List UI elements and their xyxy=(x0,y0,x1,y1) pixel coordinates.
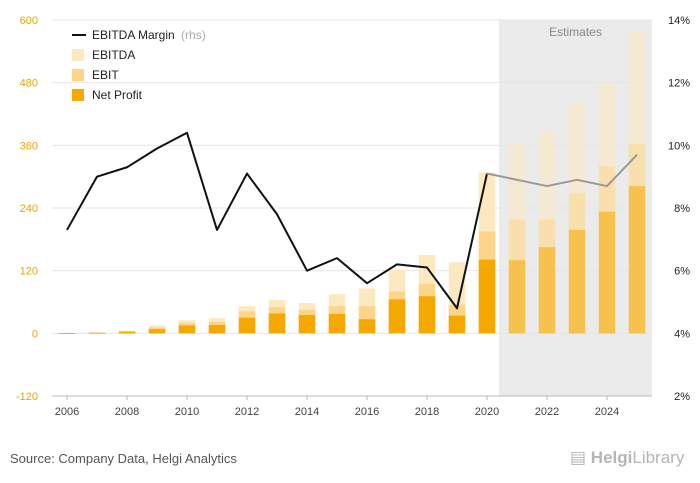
y-right-tick-label: 4% xyxy=(674,328,690,340)
x-tick-label: 2018 xyxy=(415,406,439,418)
legend-label-ebitda-margin: EBITDA Margin (rhs) xyxy=(92,28,206,42)
bar-net-profit xyxy=(538,247,556,334)
x-tick-label: 2020 xyxy=(475,406,499,418)
y-left-tick-label: 600 xyxy=(20,15,38,27)
y-left-tick-label: 0 xyxy=(32,328,38,340)
legend: EBITDA Margin (rhs) EBITDA EBIT Net Prof… xyxy=(72,28,206,102)
logo-mark-icon: ▤ xyxy=(570,448,591,467)
y-right-tick-label: 8% xyxy=(674,203,690,215)
bar-net-profit xyxy=(118,331,136,334)
bar-net-profit xyxy=(238,317,256,334)
legend-swatch-net-profit xyxy=(72,89,84,101)
bar-net-profit xyxy=(268,313,286,334)
x-tick-label: 2022 xyxy=(535,406,559,418)
x-tick-label: 2016 xyxy=(355,406,379,418)
line-ebitda-margin xyxy=(66,131,488,310)
legend-label-ebit: EBIT xyxy=(92,68,119,82)
y-right-tick-label: 2% xyxy=(674,391,690,403)
line-series xyxy=(66,131,638,310)
bar-net-profit xyxy=(298,315,316,334)
x-axis: 2006 2008 2010 2012 2014 2016 2018 2020 2022 2024 xyxy=(52,395,652,418)
y-right-tick-label: 10% xyxy=(668,140,690,152)
bar-net-profit xyxy=(328,314,346,334)
bar-net-profit xyxy=(148,329,166,334)
y-right-tick-label: 12% xyxy=(668,78,690,90)
bar-net-profit xyxy=(178,325,196,334)
legend-swatch-ebit xyxy=(72,69,84,81)
bar-net-profit xyxy=(568,229,586,334)
bar-net-profit xyxy=(418,296,436,334)
bar-net-profit xyxy=(88,332,106,334)
y-left-tick-label: 240 xyxy=(20,203,38,215)
bar-net-profit xyxy=(508,260,526,334)
legend-label-net-profit: Net Profit xyxy=(92,88,143,102)
x-tick-label: 2014 xyxy=(295,406,319,418)
bar-net-profit xyxy=(358,319,376,334)
bar-net-profit xyxy=(478,259,496,334)
x-tick-label: 2008 xyxy=(115,406,139,418)
y-left-tick-label: 480 xyxy=(20,78,38,90)
bar-net-profit xyxy=(388,299,406,334)
y-left-tick-label: 120 xyxy=(20,266,38,278)
x-tick-label: 2012 xyxy=(235,406,259,418)
bar-net-profit xyxy=(448,315,466,334)
x-tick-label: 2010 xyxy=(175,406,199,418)
x-tick-label: 2006 xyxy=(55,406,79,418)
estimates-label: Estimates xyxy=(549,25,602,39)
bar-net-profit xyxy=(598,211,616,334)
y-right-tick-label: 6% xyxy=(674,266,690,278)
helgi-library-logo: ▤ HelgiLibrary xyxy=(570,448,685,467)
legend-label-ebitda: EBITDA xyxy=(92,48,135,62)
y-left-tick-label: -120 xyxy=(16,391,38,403)
y-left-tick-label: 360 xyxy=(20,140,38,152)
line-ebitda-margin-estimate xyxy=(486,154,638,188)
y-axis-left: -120 0 120 240 360 480 600 xyxy=(16,15,38,403)
source-note: Source: Company Data, Helgi Analytics xyxy=(10,451,237,466)
y-right-tick-label: 14% xyxy=(668,15,690,27)
x-tick-label: 2024 xyxy=(595,406,619,418)
bar-net-profit xyxy=(58,333,76,334)
bar-net-profit xyxy=(628,186,646,334)
y-axis-right: 2% 4% 6% 8% 10% 12% 14% xyxy=(668,15,690,403)
legend-swatch-ebitda xyxy=(72,49,84,61)
bar-net-profit xyxy=(208,324,226,334)
bar-series xyxy=(58,30,646,334)
chart: Estimates -120 0 120 240 360 480 600 2% 4% 6% 8% 1… xyxy=(16,15,690,418)
